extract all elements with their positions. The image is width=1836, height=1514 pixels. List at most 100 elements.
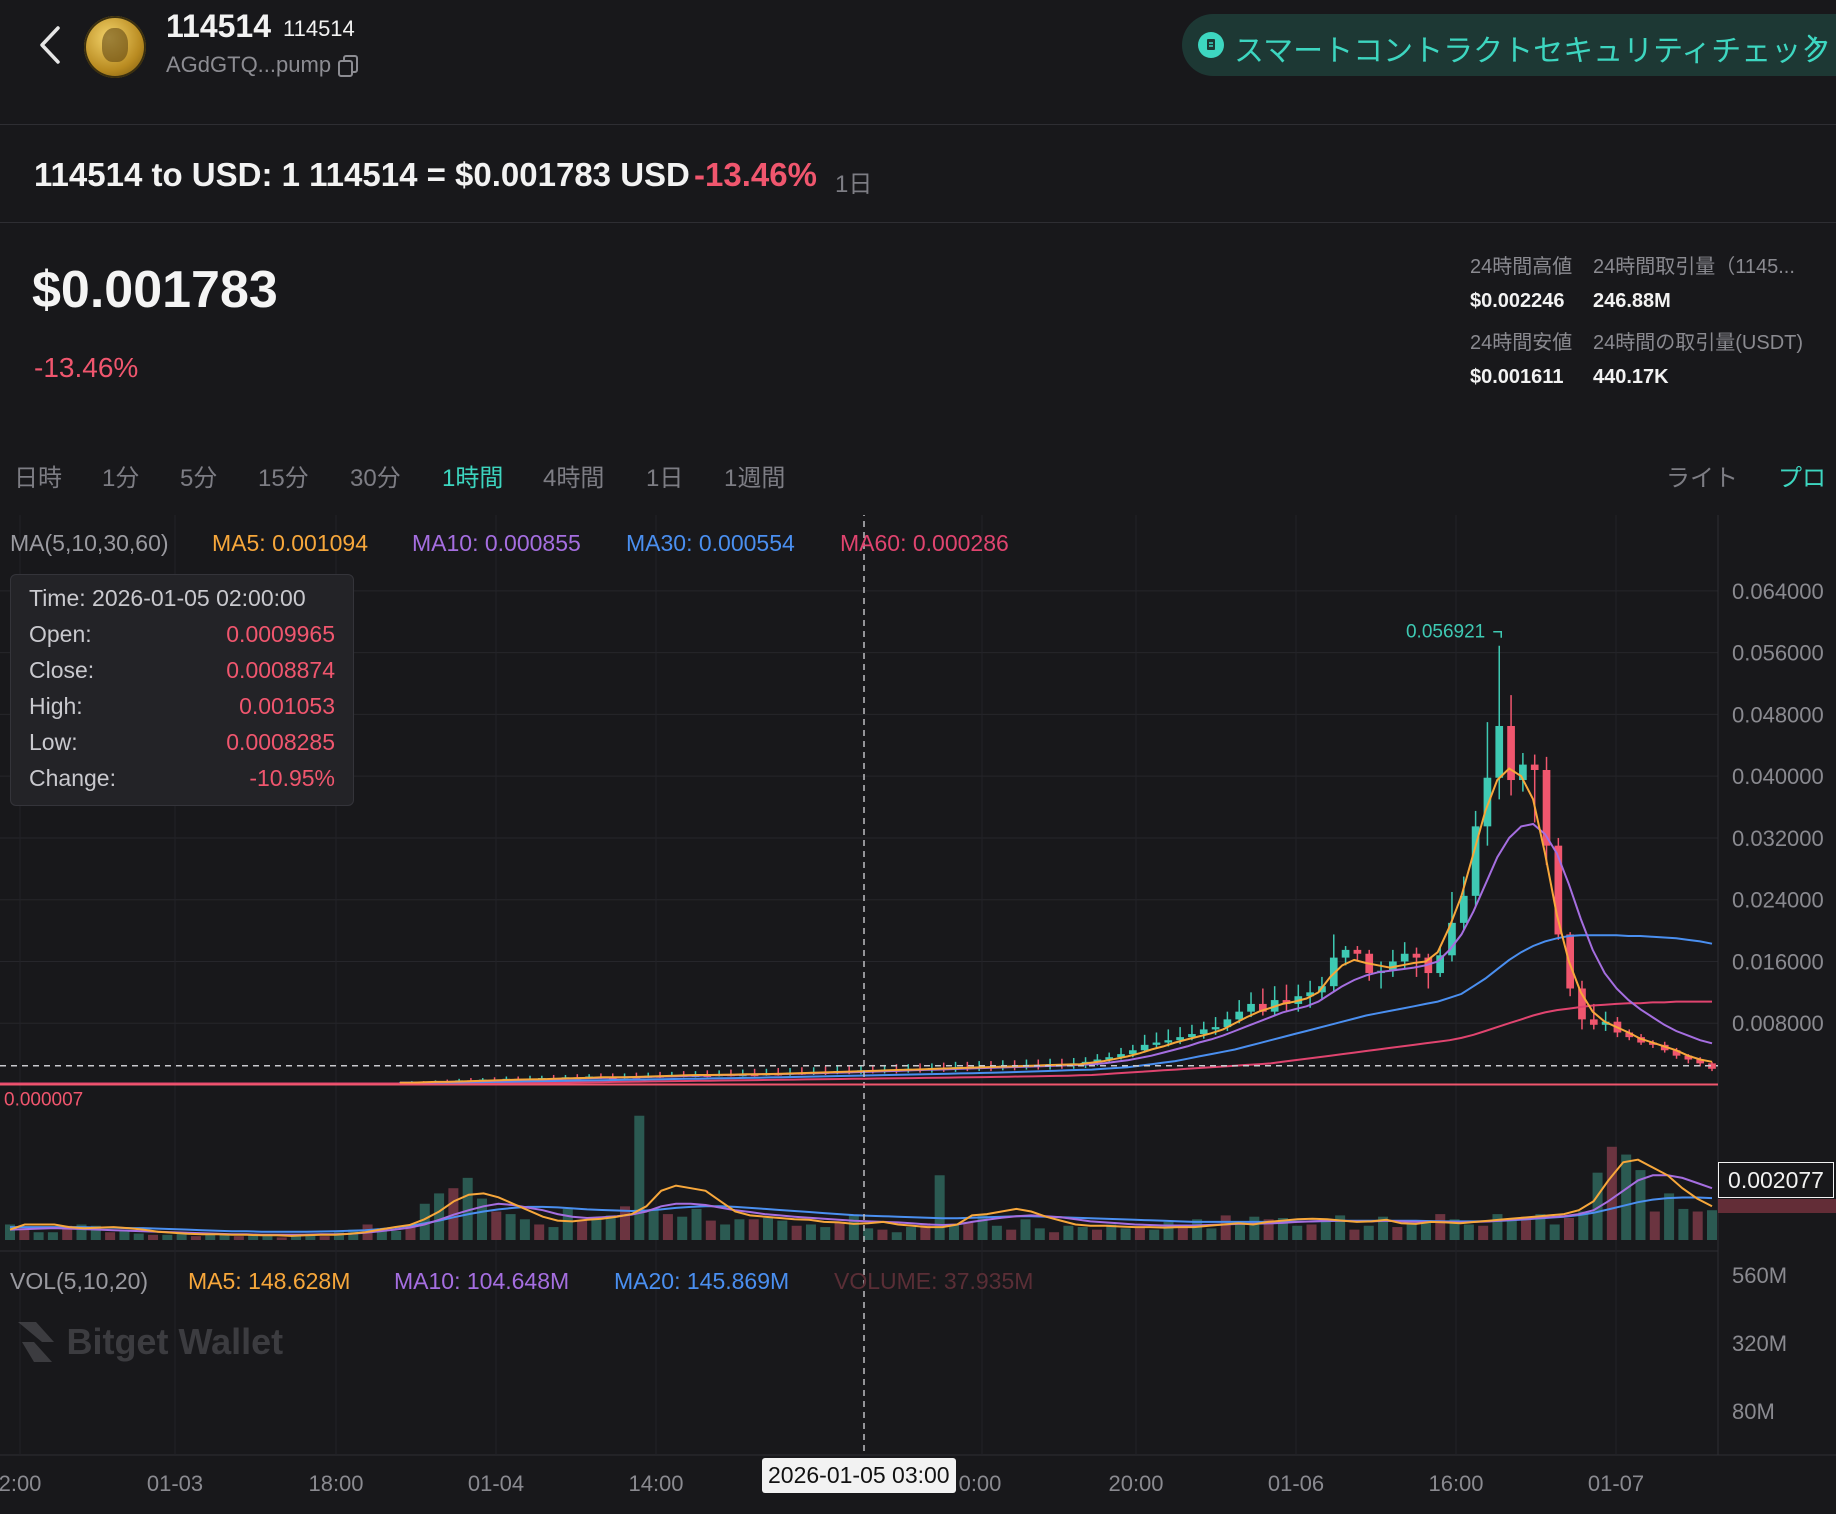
volume-tick-label: 320M (1732, 1331, 1787, 1356)
chevron-right-icon (1807, 34, 1821, 58)
volume-bar (33, 1232, 44, 1240)
volume-bar (1406, 1224, 1417, 1240)
volume-bar (1177, 1224, 1188, 1240)
time-tick-label: 01-03 (147, 1471, 203, 1496)
candle-body (1625, 1032, 1634, 1038)
volume-bar (677, 1216, 688, 1240)
back-button[interactable] (32, 20, 72, 70)
volume-bar (305, 1233, 316, 1240)
candle-body (1306, 992, 1314, 997)
current-price-tag: 0.002077 (1718, 1162, 1834, 1198)
tab-timeframe-1h[interactable]: 1時間 (442, 465, 504, 492)
volume-bar (391, 1230, 402, 1240)
conversion-period: 1日 (835, 171, 873, 198)
candle-body (1105, 1057, 1114, 1060)
volume-bar (491, 1211, 502, 1240)
volume-bar (691, 1208, 702, 1240)
volume-usdt-value: 440.17K (1593, 366, 1669, 388)
volume-bar (934, 1175, 945, 1240)
price-chart[interactable]: 0.064000 0.056000 0.048000 0.040000 0.032000… (0, 515, 1836, 1514)
candle-body (1459, 895, 1468, 923)
volume-bar (148, 1234, 159, 1240)
volume-bar (648, 1208, 659, 1240)
vol-ma5-legend: MA5: 148.628M (188, 1268, 351, 1294)
tooltip-row-open: Open: 0.0009965 (29, 621, 335, 648)
volume-bar (991, 1225, 1002, 1240)
candle-body (1211, 1027, 1220, 1030)
candle-body (1578, 988, 1586, 1020)
tab-timeframe-4h[interactable]: 4時間 (543, 465, 605, 492)
volume-bar (1034, 1228, 1045, 1240)
bitget-wallet-watermark: Bitget Wallet (14, 1318, 283, 1366)
volume-bar (162, 1234, 173, 1240)
min-price-tag (1718, 1199, 1836, 1213)
tab-timeframe-5m[interactable]: 5分 (180, 465, 218, 492)
candle-body (1436, 955, 1444, 974)
token-name: 114514 (166, 8, 272, 44)
mode-lite-button[interactable]: ライト (1666, 465, 1738, 492)
copy-icon (338, 55, 358, 77)
volume-bar (4, 1224, 16, 1240)
tooltip-value: -10.95% (249, 765, 335, 791)
time-tick-label: 01-04 (468, 1471, 524, 1496)
volume-bar (1292, 1225, 1303, 1240)
ma5-line (400, 767, 1713, 1084)
volume-bar (1635, 1170, 1646, 1240)
price-tick-label: 0.056000 (1732, 641, 1824, 666)
volume-bar (848, 1215, 859, 1240)
security-check-button[interactable]: スマートコントラクトセキュリティチェック (1182, 14, 1836, 76)
volume-bar (519, 1219, 530, 1240)
volume-bar (1606, 1146, 1617, 1240)
candle-body (1247, 1003, 1255, 1012)
volume-bar (1106, 1224, 1117, 1240)
copy-address-button[interactable] (336, 54, 360, 80)
tooltip-label: High: (29, 693, 83, 719)
volume-bar (1449, 1219, 1460, 1240)
volume-bar (276, 1237, 287, 1240)
candle-body (1128, 1050, 1137, 1055)
tooltip-row-low: Low: 0.0008285 (29, 729, 335, 756)
token-avatar (84, 16, 146, 78)
ma30-legend: MA30: 0.000554 (626, 530, 795, 556)
volume-bar (505, 1214, 516, 1240)
volume-bar (1277, 1217, 1288, 1240)
tooltip-value: 0.0008874 (226, 657, 335, 683)
volume-bar (748, 1219, 759, 1240)
volume-bar (1435, 1214, 1446, 1240)
volume-bar (1091, 1229, 1102, 1240)
price-tick-label: 0.040000 (1732, 764, 1824, 789)
tab-timeframe-1w[interactable]: 1週間 (724, 465, 786, 492)
volume-bar (763, 1217, 774, 1240)
tab-timeframe-30m[interactable]: 30分 (350, 465, 401, 492)
tab-timeframe-1m[interactable]: 1分 (102, 465, 140, 492)
vol-ma20-legend: MA20: 145.869M (614, 1268, 790, 1294)
contract-address: AGdGTQ...pump (166, 52, 332, 77)
volume-bar (705, 1220, 716, 1240)
volume-bar (1492, 1214, 1503, 1240)
volume-legend: VOLUME: 37.935M (834, 1268, 1034, 1294)
low-24h-label: 24時間安値 (1470, 332, 1573, 354)
volume-bar (19, 1229, 30, 1240)
volume-bar (47, 1232, 58, 1240)
volume-bar (333, 1232, 344, 1240)
tab-timeframe-1d[interactable]: 1日 (646, 465, 684, 492)
candle-body (1542, 770, 1551, 846)
mode-pro-button[interactable]: プロ (1778, 465, 1826, 492)
tab-timeframe-15m[interactable]: 15分 (258, 465, 309, 492)
volume-bar (1320, 1221, 1331, 1240)
watermark-text: Bitget Wallet (66, 1321, 284, 1362)
ma60-legend: MA60: 0.000286 (840, 530, 1009, 556)
tab-timeframe-datetime[interactable]: 日時 (14, 465, 62, 492)
volume-bar (1206, 1228, 1217, 1240)
candle-body (1188, 1034, 1196, 1038)
volume-bar (219, 1234, 230, 1240)
peak-price-label: 0.056921 (1406, 622, 1485, 643)
candle-body (1672, 1050, 1681, 1056)
volume-bar (920, 1223, 931, 1240)
volume-bar (176, 1233, 187, 1240)
volume-bar (591, 1219, 602, 1240)
volume-bar (634, 1115, 645, 1240)
volume-bar (1134, 1227, 1145, 1240)
candle-body (1507, 725, 1515, 781)
tooltip-row-change: Change: -10.95% (29, 765, 335, 792)
